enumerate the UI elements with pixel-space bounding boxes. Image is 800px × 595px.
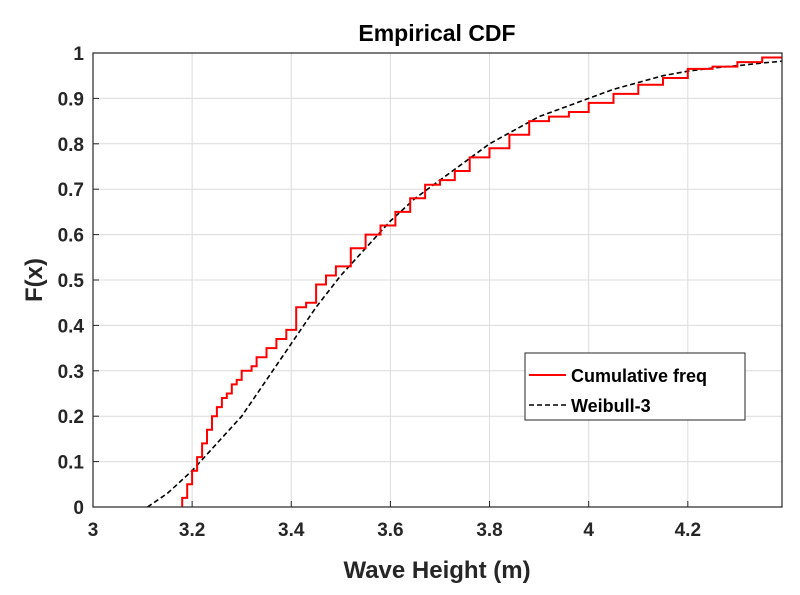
x-tick-label: 3.8 xyxy=(476,520,502,541)
tick-marks xyxy=(92,52,689,508)
y-tick-label: 0.6 xyxy=(58,226,84,247)
y-tick-label: 0.3 xyxy=(58,362,84,383)
x-tick-label: 3 xyxy=(88,520,99,541)
y-tick-label: 0.5 xyxy=(58,271,85,292)
x-tick-label: 4.2 xyxy=(675,520,701,541)
chart-title: Empirical CDF xyxy=(358,20,515,46)
x-axis-title: Wave Height (m) xyxy=(343,557,530,584)
x-tick-label: 3.4 xyxy=(278,520,305,541)
legend: Cumulative freq Weibull-3 xyxy=(524,352,746,421)
legend-label-cumulative-freq: Cumulative freq xyxy=(571,366,707,386)
series-line-weibull-3 xyxy=(147,60,783,508)
y-tick-labels: 0 0.1 0.2 0.3 0.4 0.5 0.6 0.7 0.8 0.9 1 xyxy=(58,44,85,519)
x-tick-labels: 3 3.2 3.4 3.6 3.8 4 4.2 xyxy=(88,520,701,541)
y-tick-label: 0.8 xyxy=(58,135,84,156)
series-layer xyxy=(147,56,783,508)
y-tick-label: 0.4 xyxy=(58,316,85,337)
legend-label-weibull-3: Weibull-3 xyxy=(571,396,651,416)
y-axis-title: F(x) xyxy=(21,258,48,302)
x-tick-label: 3.2 xyxy=(179,520,205,541)
y-tick-label: 0.1 xyxy=(58,453,85,474)
series-line-cumulative-freq xyxy=(181,56,782,507)
y-tick-label: 0.7 xyxy=(58,180,84,201)
y-tick-label: 1 xyxy=(73,44,84,65)
y-tick-label: 0.9 xyxy=(58,89,84,110)
y-tick-label: 0.2 xyxy=(58,407,84,428)
y-tick-label: 0 xyxy=(73,498,84,519)
x-tick-label: 4 xyxy=(583,520,594,541)
legend-box xyxy=(524,352,746,421)
x-tick-label: 3.6 xyxy=(377,520,403,541)
